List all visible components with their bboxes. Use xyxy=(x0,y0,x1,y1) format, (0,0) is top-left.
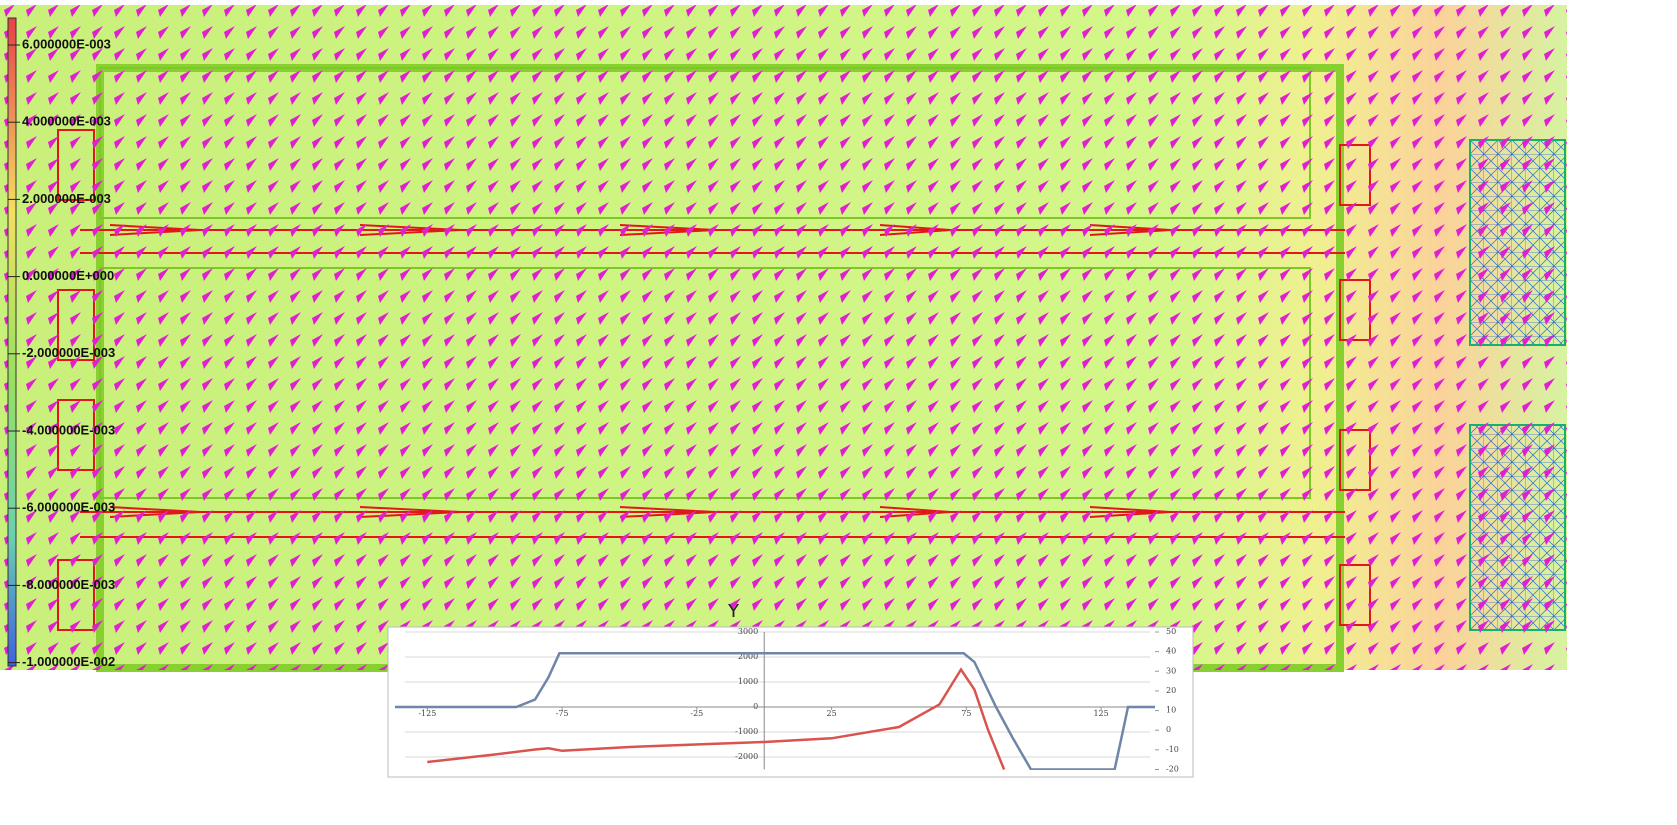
field-plot xyxy=(0,5,1567,670)
y2-tick-label: -10 xyxy=(1166,745,1179,754)
y2-tick-label: 30 xyxy=(1166,666,1176,675)
y2-tick-label: 50 xyxy=(1166,627,1176,636)
scale-label: -8.000000E-003 xyxy=(22,577,115,592)
x-tick-label: 125 xyxy=(1093,709,1108,718)
scale-label: -6.000000E-003 xyxy=(22,500,115,515)
y2-tick-label: 20 xyxy=(1166,686,1176,695)
y2-tick-label: 40 xyxy=(1166,647,1176,656)
screen: 6.000000E-003 4.000000E-003 2.000000E-003 0… xyxy=(0,0,1677,825)
y-tick-label: -1000 xyxy=(735,727,758,736)
y2-tick-label: -20 xyxy=(1166,765,1179,774)
axis-label: Y xyxy=(727,601,740,622)
scale-label: -1.000000E-002 xyxy=(22,654,115,669)
inset-chart: 3000200010000-1000-200050403020100-10-20… xyxy=(388,627,1193,777)
scale-label: -4.000000E-003 xyxy=(22,422,115,437)
x-tick-label: -125 xyxy=(418,709,436,718)
scale-label: 0.000000E+000 xyxy=(22,268,114,283)
y-tick-label: 1000 xyxy=(738,677,758,686)
y2-tick-label: 0 xyxy=(1166,725,1171,734)
y-tick-label: -2000 xyxy=(735,752,758,761)
y-tick-label: 3000 xyxy=(738,627,758,636)
x-tick-label: 25 xyxy=(827,709,837,718)
scale-label: 6.000000E-003 xyxy=(22,36,111,51)
scale-label: -2.000000E-003 xyxy=(22,345,115,360)
x-tick-label: -75 xyxy=(556,709,569,718)
y2-tick-label: 10 xyxy=(1166,706,1176,715)
x-tick-label: 75 xyxy=(961,709,971,718)
scale-label: 2.000000E-003 xyxy=(22,191,111,206)
x-tick-label: -25 xyxy=(690,709,703,718)
scale-label: 4.000000E-003 xyxy=(22,114,111,129)
